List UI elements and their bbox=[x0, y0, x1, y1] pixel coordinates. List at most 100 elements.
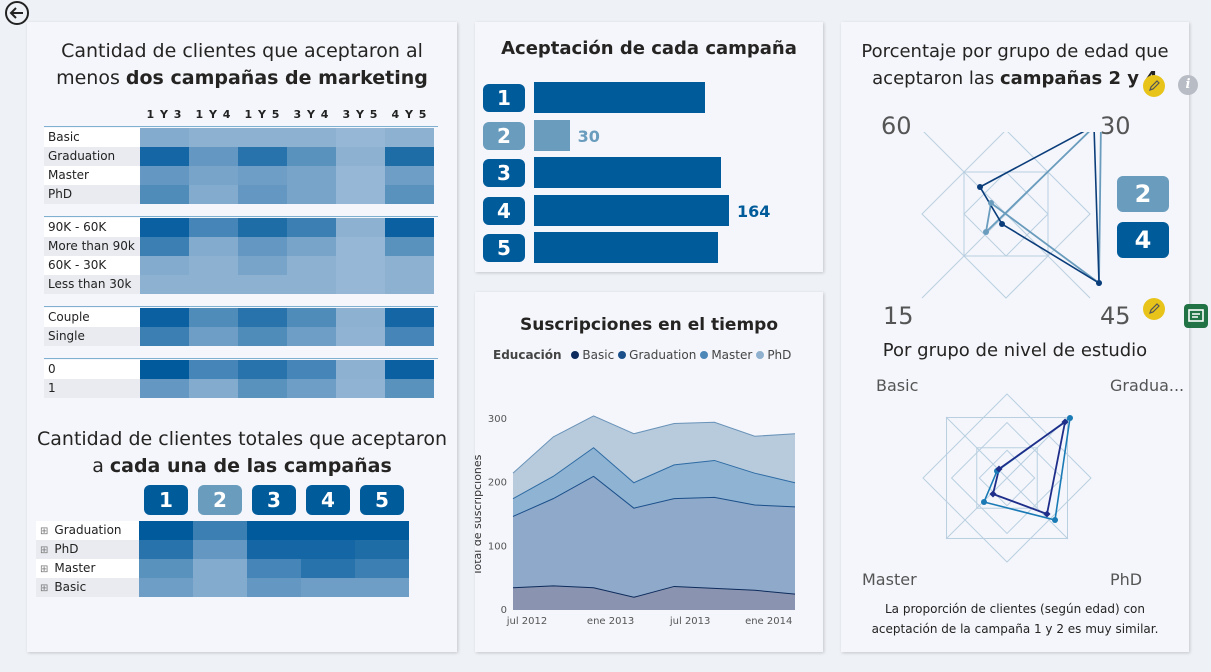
heatmap-cell[interactable] bbox=[189, 147, 238, 166]
heatmap-cell[interactable] bbox=[385, 379, 434, 398]
heatmap-cell[interactable] bbox=[238, 147, 287, 166]
heatmap-cell[interactable] bbox=[385, 185, 434, 204]
campaign-badge-1[interactable]: 1 bbox=[144, 485, 188, 515]
bar[interactable] bbox=[534, 194, 729, 226]
legend-item[interactable]: Graduation bbox=[618, 348, 696, 362]
bar-label-badge[interactable]: 2 bbox=[483, 121, 525, 150]
bar[interactable] bbox=[534, 82, 706, 113]
heatmap-cell[interactable] bbox=[287, 308, 336, 327]
heatmap-cell[interactable] bbox=[287, 218, 336, 237]
heatmap-cell[interactable] bbox=[287, 275, 336, 294]
heatmap-cell[interactable] bbox=[287, 128, 336, 147]
heatmap-cell[interactable] bbox=[301, 540, 355, 559]
heatmap-cell[interactable] bbox=[189, 218, 238, 237]
heatmap-cell[interactable] bbox=[336, 147, 385, 166]
expand-icon[interactable]: ⊞ bbox=[40, 526, 49, 537]
heatmap-cell[interactable] bbox=[238, 237, 287, 256]
heatmap-cell[interactable] bbox=[287, 379, 336, 398]
expand-icon[interactable]: ⊞ bbox=[40, 564, 49, 575]
campaign-badge-5[interactable]: 5 bbox=[360, 485, 404, 515]
heatmap-cell[interactable] bbox=[140, 379, 189, 398]
heatmap-cell[interactable] bbox=[238, 128, 287, 147]
heatmap-cell[interactable] bbox=[336, 308, 385, 327]
heatmap-cell[interactable] bbox=[189, 237, 238, 256]
back-button[interactable] bbox=[3, 0, 31, 26]
heatmap-cell[interactable] bbox=[336, 185, 385, 204]
heatmap-cell[interactable] bbox=[238, 256, 287, 275]
heatmap-cell[interactable] bbox=[140, 256, 189, 275]
heatmap-cell[interactable] bbox=[355, 521, 409, 540]
legend-item[interactable]: PhD bbox=[756, 348, 791, 362]
legend-item[interactable]: Master bbox=[700, 348, 752, 362]
bar-label-badge[interactable]: 5 bbox=[483, 234, 525, 262]
heatmap-cell[interactable] bbox=[287, 256, 336, 275]
comment-button[interactable] bbox=[1184, 304, 1208, 328]
heatmap-cell[interactable] bbox=[140, 128, 189, 147]
bar-label-badge[interactable]: 3 bbox=[483, 159, 525, 187]
heatmap-cell[interactable] bbox=[140, 360, 189, 379]
heatmap-cell[interactable] bbox=[140, 147, 189, 166]
campaign-badge-2[interactable]: 2 bbox=[1117, 176, 1169, 212]
heatmap-cell[interactable] bbox=[385, 327, 434, 346]
heatmap-cell[interactable] bbox=[336, 237, 385, 256]
heatmap-cell[interactable] bbox=[355, 540, 409, 559]
campaign-badge-3[interactable]: 3 bbox=[252, 485, 296, 515]
heatmap-cell[interactable] bbox=[336, 218, 385, 237]
heatmap-cell[interactable] bbox=[247, 578, 301, 597]
edit-button-1[interactable] bbox=[1143, 75, 1165, 97]
bar-label-badge[interactable]: 1 bbox=[483, 84, 525, 112]
heatmap-cell[interactable] bbox=[355, 559, 409, 578]
heatmap-cell[interactable] bbox=[385, 128, 434, 147]
expand-icon[interactable]: ⊞ bbox=[40, 545, 49, 556]
heatmap-cell[interactable] bbox=[238, 327, 287, 346]
campaign-badge-4[interactable]: 4 bbox=[1117, 222, 1169, 258]
heatmap-cell[interactable] bbox=[336, 275, 385, 294]
heatmap-cell[interactable] bbox=[287, 360, 336, 379]
heatmap-cell[interactable] bbox=[336, 128, 385, 147]
heatmap-cell[interactable] bbox=[139, 578, 193, 597]
heatmap-cell[interactable] bbox=[139, 521, 193, 540]
heatmap-cell[interactable] bbox=[238, 308, 287, 327]
heatmap-cell[interactable] bbox=[247, 521, 301, 540]
heatmap-cell[interactable] bbox=[385, 256, 434, 275]
heatmap-cell[interactable] bbox=[193, 540, 247, 559]
heatmap-cell[interactable] bbox=[336, 360, 385, 379]
heatmap-cell[interactable] bbox=[247, 540, 301, 559]
campaign-badge-4[interactable]: 4 bbox=[306, 485, 350, 515]
heatmap-cell[interactable] bbox=[301, 559, 355, 578]
heatmap-cell[interactable] bbox=[238, 218, 287, 237]
heatmap-cell[interactable] bbox=[140, 185, 189, 204]
heatmap-cell[interactable] bbox=[336, 166, 385, 185]
heatmap-cell[interactable] bbox=[301, 521, 355, 540]
heatmap-cell[interactable] bbox=[139, 559, 193, 578]
heatmap-cell[interactable] bbox=[247, 559, 301, 578]
heatmap-cell[interactable] bbox=[238, 360, 287, 379]
bar[interactable] bbox=[534, 232, 719, 263]
legend-item[interactable]: Basic bbox=[571, 348, 614, 362]
heatmap-cell[interactable] bbox=[189, 166, 238, 185]
heatmap-cell[interactable] bbox=[238, 275, 287, 294]
heatmap-cell[interactable] bbox=[140, 166, 189, 185]
heatmap-cell[interactable] bbox=[193, 521, 247, 540]
heatmap-cell[interactable] bbox=[301, 578, 355, 597]
heatmap-cell[interactable] bbox=[238, 185, 287, 204]
heatmap-cell[interactable] bbox=[287, 166, 336, 185]
heatmap-cell[interactable] bbox=[140, 218, 189, 237]
heatmap-cell[interactable] bbox=[336, 256, 385, 275]
heatmap-cell[interactable] bbox=[139, 540, 193, 559]
heatmap-cell[interactable] bbox=[140, 327, 189, 346]
heatmap-cell[interactable] bbox=[385, 147, 434, 166]
heatmap-cell[interactable] bbox=[189, 256, 238, 275]
edit-button-2[interactable] bbox=[1143, 298, 1165, 320]
heatmap-cell[interactable] bbox=[287, 147, 336, 166]
heatmap-cell[interactable] bbox=[189, 275, 238, 294]
heatmap-cell[interactable] bbox=[336, 379, 385, 398]
heatmap-cell[interactable] bbox=[238, 166, 287, 185]
heatmap-cell[interactable] bbox=[189, 185, 238, 204]
bar-label-badge[interactable]: 4 bbox=[483, 196, 525, 225]
heatmap-cell[interactable] bbox=[287, 237, 336, 256]
heatmap-cell[interactable] bbox=[193, 559, 247, 578]
heatmap-cell[interactable] bbox=[336, 327, 385, 346]
heatmap-cell[interactable] bbox=[189, 308, 238, 327]
heatmap-cell[interactable] bbox=[385, 360, 434, 379]
